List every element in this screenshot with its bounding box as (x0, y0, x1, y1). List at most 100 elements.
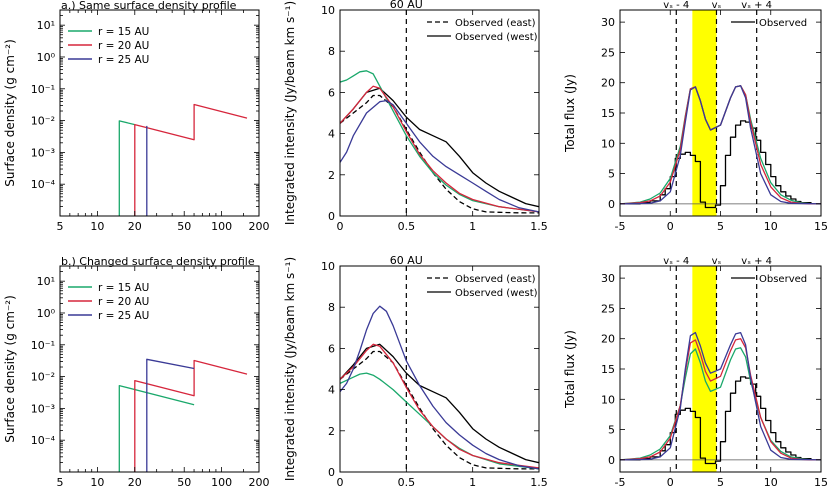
x-tick-label: 20 (128, 476, 142, 489)
x-tick-label: 15 (814, 220, 828, 233)
panel-5: 60 AU 0 0.5 1 1.5 0 2 4 6 8 10 Integrated intensity… (283, 254, 548, 489)
x-tick-label: 200 (249, 220, 270, 233)
series-line-blue (340, 99, 539, 213)
highlight-band (692, 10, 717, 216)
y-tick-label: 2 (328, 425, 335, 438)
x-tick-label: 5 (717, 476, 724, 489)
velocity-marker-label: vₛ + 4 (741, 0, 772, 11)
panel-1: 5 10 20 50 100 200 10⁻⁴ 10⁻³ 10⁻² 10⁻¹ 10⁰ 10¹ Surfa… (3, 0, 270, 233)
x-tick-label: 10 (764, 476, 778, 489)
y-tick-label: 10⁻³ (31, 402, 55, 415)
panel-title: b.) Changed surface density profile (61, 255, 255, 268)
legend-label: r = 15 AU (98, 26, 149, 38)
y-tick-label: 25 (601, 302, 615, 315)
vline-label: 60 AU (390, 0, 423, 11)
panel-4: 5 10 20 50 100 200 10⁻⁴ 10⁻³ 10⁻² 10⁻¹ 10⁰ 10¹ Surfa… (3, 255, 270, 489)
y-axis-label: Integrated intensity (Jy/beam km s⁻¹) (283, 1, 297, 225)
legend-label: r = 20 AU (98, 40, 149, 52)
series-line-green (340, 70, 539, 213)
x-tick-label: 5 (717, 220, 724, 233)
y-tick-label: 5 (608, 168, 615, 181)
y-tick-label: 25 (601, 46, 615, 59)
x-tick-label: 5 (57, 220, 64, 233)
x-tick-label: 100 (211, 220, 232, 233)
series-line-observed (620, 376, 821, 465)
x-tick-label: 200 (249, 476, 270, 489)
y-tick-label: 10¹ (37, 275, 55, 288)
velocity-marker-label: vₛ (712, 256, 722, 267)
panel-3: vₛ - 4 vₛ vₛ + 4-5 0 5 10 15051015202530Total … (563, 0, 828, 233)
series-line-r-15-au (118, 384, 195, 472)
y-tick-label: 10⁰ (37, 51, 56, 64)
y-tick-label: 0 (328, 210, 335, 223)
plot-area (118, 103, 248, 216)
y-tick-label: 10⁻³ (31, 146, 55, 159)
y-tick-label: 10 (601, 393, 615, 406)
y-tick-label: 8 (328, 301, 335, 314)
x-tick-label: 1 (469, 476, 476, 489)
series-line-r-25-au (146, 358, 195, 472)
y-tick-label: 10⁰ (37, 307, 56, 320)
y-tick-label: 10 (321, 4, 335, 17)
x-tick-label: 10 (764, 220, 778, 233)
y-tick-label: 10⁻² (31, 115, 55, 128)
y-tick-label: 10⁻² (31, 371, 55, 384)
y-tick-label: 20 (601, 333, 615, 346)
y-tick-label: 30 (601, 16, 615, 29)
legend-label: Observed (east) (455, 274, 536, 285)
legend-label: Observed (759, 274, 807, 285)
x-tick-label: 0 (667, 476, 674, 489)
y-tick-label: 10¹ (37, 19, 55, 32)
y-tick-label: 4 (328, 128, 335, 141)
y-tick-label: 10⁻⁴ (31, 434, 56, 447)
legend-label: Observed (759, 18, 807, 29)
y-tick-label: 30 (601, 272, 615, 285)
series-line-green (340, 372, 539, 470)
axes-frame (59, 9, 260, 217)
axes-frame (339, 9, 540, 217)
plot-area (620, 10, 821, 216)
series-line-red (620, 338, 821, 461)
series-line-red (340, 343, 539, 469)
x-tick-label: 1 (469, 220, 476, 233)
y-tick-label: 10 (601, 137, 615, 150)
x-tick-label: -5 (615, 476, 626, 489)
legend-label: r = 20 AU (98, 296, 149, 308)
y-axis-label: Total flux (Jy) (563, 74, 577, 153)
plot-area (340, 10, 539, 216)
velocity-marker-label: vₛ + 4 (741, 256, 772, 267)
x-tick-label: 0.5 (398, 220, 416, 233)
x-tick-label: 0.5 (398, 476, 416, 489)
y-tick-label: 10⁻¹ (31, 339, 55, 352)
series-line-observed-west- (340, 343, 539, 464)
y-tick-label: 5 (608, 424, 615, 437)
x-tick-label: 1.5 (530, 476, 548, 489)
series-line-r-20-au (134, 103, 248, 216)
series-line-r-15-au (118, 120, 135, 216)
y-tick-label: 0 (608, 198, 615, 211)
axes-frame (339, 265, 540, 473)
x-tick-label: 10 (90, 476, 104, 489)
velocity-marker-label: vₛ - 4 (663, 256, 689, 267)
series-line-observed-east- (340, 350, 539, 470)
x-tick-label: 5 (57, 476, 64, 489)
series-line-observed-west- (340, 87, 539, 208)
y-tick-label: 10⁻¹ (31, 83, 55, 96)
x-tick-label: 0 (337, 220, 344, 233)
legend-label: r = 25 AU (98, 54, 149, 66)
y-tick-label: 2 (328, 169, 335, 182)
x-tick-label: 50 (177, 220, 191, 233)
axes-frame (59, 265, 260, 473)
x-tick-label: 20 (128, 220, 142, 233)
plot-area (340, 266, 539, 472)
plot-area (118, 358, 248, 472)
y-tick-label: 10⁻⁴ (31, 178, 56, 191)
x-tick-label: 100 (211, 476, 232, 489)
legend-label: Observed (west) (455, 288, 538, 299)
panel-6: vₛ - 4 vₛ vₛ + 4-5 0 5 10 15051015202530Total … (563, 256, 828, 489)
x-tick-label: 0 (337, 476, 344, 489)
y-tick-label: 4 (328, 384, 335, 397)
legend-label: Observed (east) (455, 18, 536, 29)
y-tick-label: 10 (321, 260, 335, 273)
